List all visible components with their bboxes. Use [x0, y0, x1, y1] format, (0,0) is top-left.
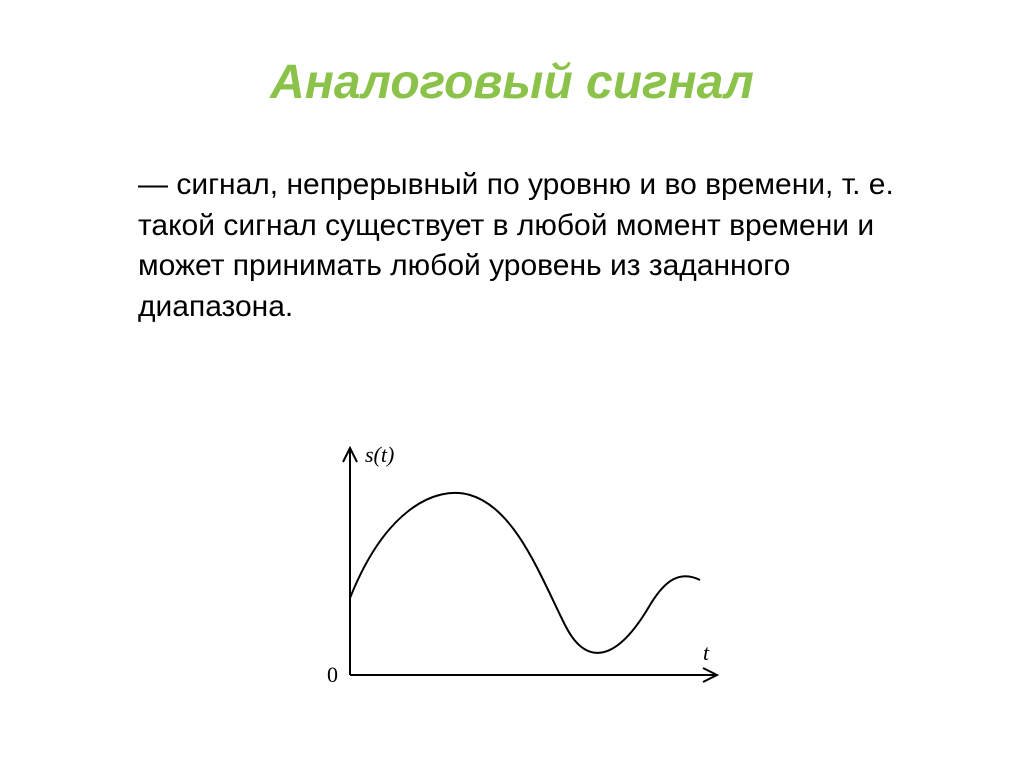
origin-label: 0	[327, 662, 338, 688]
slide: Аналоговый сигнал — сигнал, непрерывный …	[0, 0, 1024, 767]
x-axis-label: t	[703, 640, 709, 666]
chart-svg	[305, 440, 735, 700]
signal-curve	[350, 493, 700, 653]
slide-title: Аналоговый сигнал	[0, 0, 1024, 110]
y-axis-label: s(t)	[365, 442, 394, 468]
slide-body-text: — сигнал, непрерывный по уровню и во вре…	[0, 110, 1024, 327]
signal-chart: s(t) t 0	[305, 440, 735, 700]
